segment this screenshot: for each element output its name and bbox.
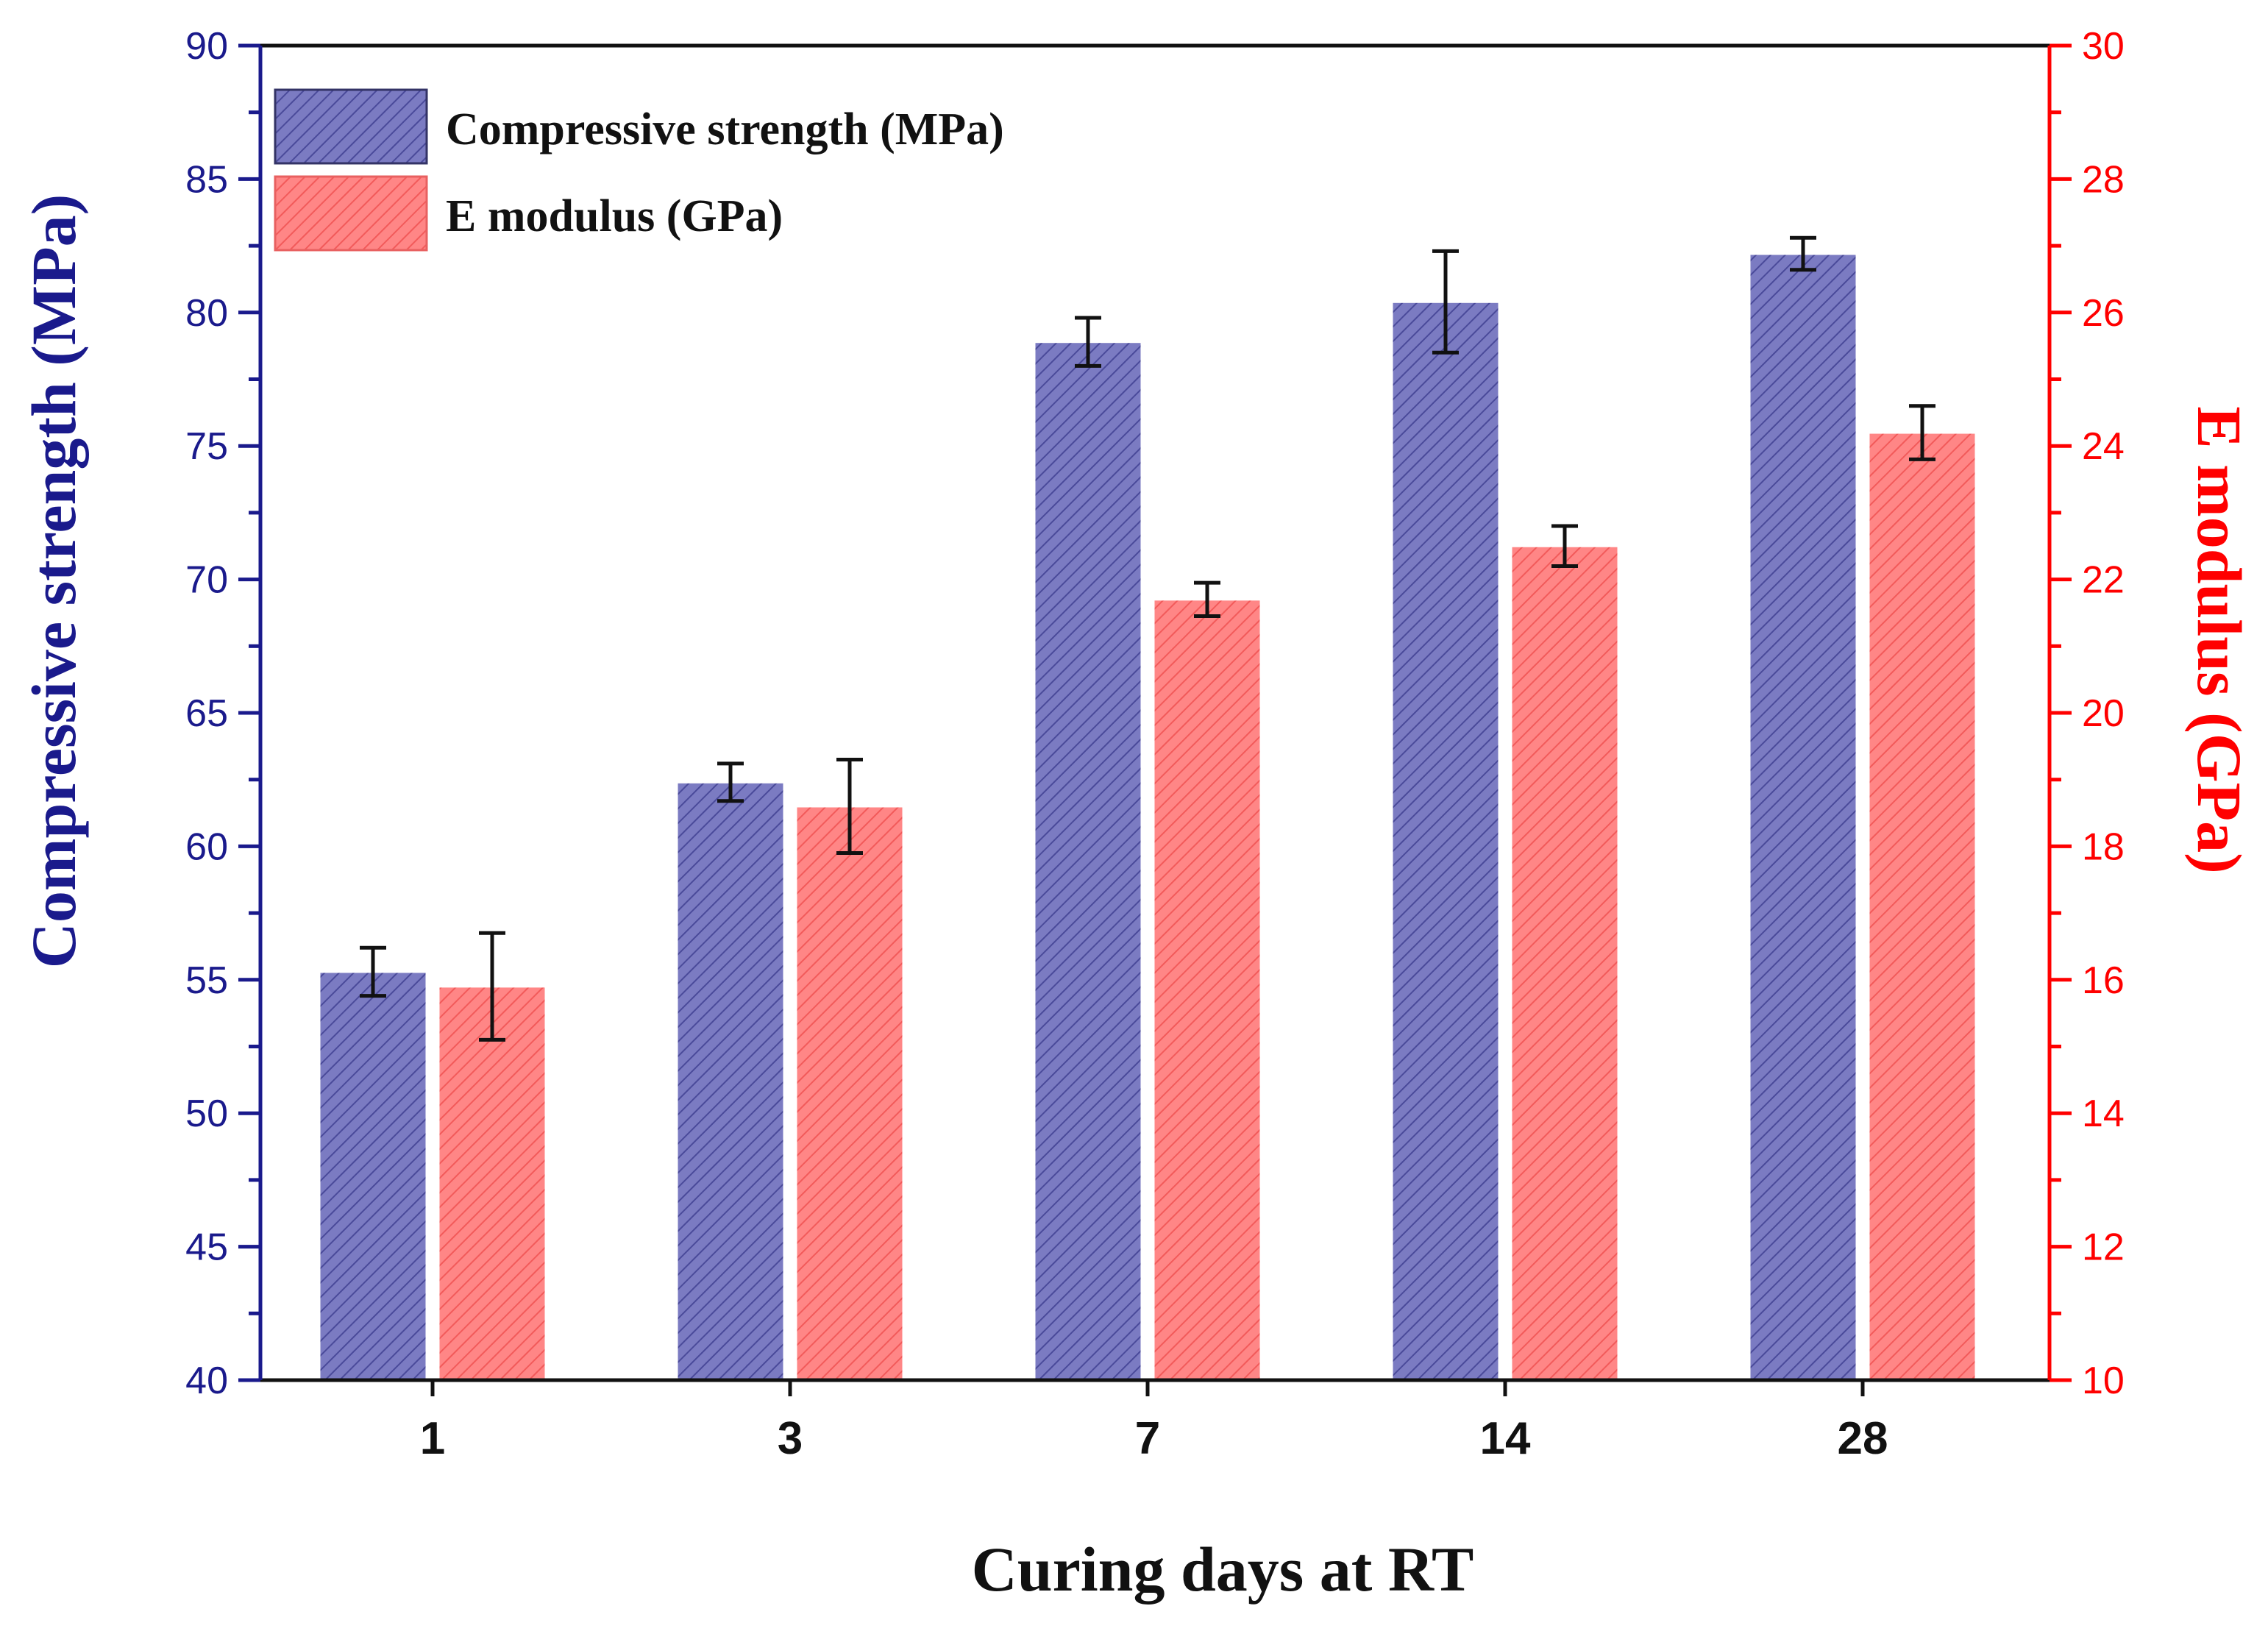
left-tick-label-55: 55 — [185, 959, 228, 1002]
x-tick-label-14: 14 — [1480, 1413, 1531, 1464]
error-bar-compressive-strength-day-3 — [717, 761, 744, 803]
plot-frame — [260, 43, 2050, 1382]
right-tick-label-22: 22 — [2082, 559, 2125, 602]
bar-compressive-strength-day-14 — [1390, 300, 1501, 1382]
x-axis-title: Curing days at RT — [972, 1534, 1474, 1605]
error-bar-e-modulus-day-7 — [1194, 580, 1220, 618]
error-bar-e-modulus-day-3 — [836, 757, 863, 855]
legend-swatch-e-modulus — [274, 175, 428, 252]
right-tick-label-30: 30 — [2082, 25, 2125, 68]
bar-e-modulus-day-14 — [1510, 544, 1620, 1382]
error-bar-compressive-strength-day-1 — [360, 945, 386, 998]
left-tick-label-90: 90 — [185, 25, 228, 68]
right-tick-label-16: 16 — [2082, 959, 2125, 1002]
error-bar-e-modulus-day-14 — [1551, 524, 1578, 568]
right-tick-label-14: 14 — [2082, 1092, 2125, 1135]
bar-compressive-strength-day-28 — [1748, 252, 1858, 1382]
left-tick-label-40: 40 — [185, 1360, 228, 1402]
right-tick-label-12: 12 — [2082, 1226, 2125, 1269]
legend-label-e-modulus: E modulus (GPa) — [446, 191, 783, 241]
x-tick-label-3: 3 — [778, 1413, 803, 1464]
right-y-axis: 10 12 14 16 18 20 22 24 26 28 30 — [2047, 25, 2125, 1402]
legend-swatch-compressive-strength — [274, 88, 428, 165]
bar-e-modulus-day-3 — [794, 805, 905, 1382]
bar-e-modulus-day-28 — [1867, 431, 1977, 1382]
x-axis: 1 3 7 14 28 — [420, 1380, 1888, 1464]
x-tick-label-1: 1 — [420, 1413, 445, 1464]
left-y-axis-title: Compressive strength (MPa) — [18, 194, 89, 969]
left-tick-label-80: 80 — [185, 292, 228, 335]
left-tick-label-85: 85 — [185, 158, 228, 201]
left-tick-label-70: 70 — [185, 559, 228, 602]
error-bar-e-modulus-day-28 — [1909, 404, 1935, 461]
error-bar-compressive-strength-day-7 — [1075, 316, 1101, 368]
right-tick-label-18: 18 — [2082, 825, 2125, 868]
right-tick-label-20: 20 — [2082, 692, 2125, 735]
legend: Compressive strength (MPa) E modulus (GP… — [274, 88, 1004, 252]
left-y-axis: 40 45 50 55 60 65 70 75 80 85 90 — [185, 25, 263, 1402]
right-tick-label-24: 24 — [2082, 425, 2125, 468]
bars-layer — [318, 252, 1977, 1382]
right-tick-label-28: 28 — [2082, 158, 2125, 201]
error-bars-layer — [360, 235, 1935, 1042]
left-tick-label-75: 75 — [185, 425, 228, 468]
right-y-axis-title: E modulus (GPa) — [2184, 406, 2255, 874]
x-tick-label-7: 7 — [1135, 1413, 1160, 1464]
legend-label-compressive-strength: Compressive strength (MPa) — [446, 104, 1004, 154]
left-tick-label-50: 50 — [185, 1092, 228, 1135]
left-tick-label-65: 65 — [185, 692, 228, 735]
error-bar-compressive-strength-day-28 — [1790, 235, 1816, 272]
bar-compressive-strength-day-7 — [1033, 341, 1143, 1382]
error-bar-compressive-strength-day-14 — [1432, 249, 1459, 355]
x-tick-label-28: 28 — [1838, 1413, 1888, 1464]
bar-e-modulus-day-7 — [1152, 598, 1262, 1382]
right-tick-label-26: 26 — [2082, 292, 2125, 335]
bar-compressive-strength-day-3 — [675, 781, 786, 1382]
bar-compressive-strength-day-1 — [318, 970, 428, 1382]
right-tick-label-10: 10 — [2082, 1360, 2125, 1402]
bar-e-modulus-day-1 — [437, 985, 547, 1382]
left-tick-label-60: 60 — [185, 825, 228, 868]
error-bar-e-modulus-day-1 — [479, 931, 505, 1042]
left-tick-label-45: 45 — [185, 1226, 228, 1269]
